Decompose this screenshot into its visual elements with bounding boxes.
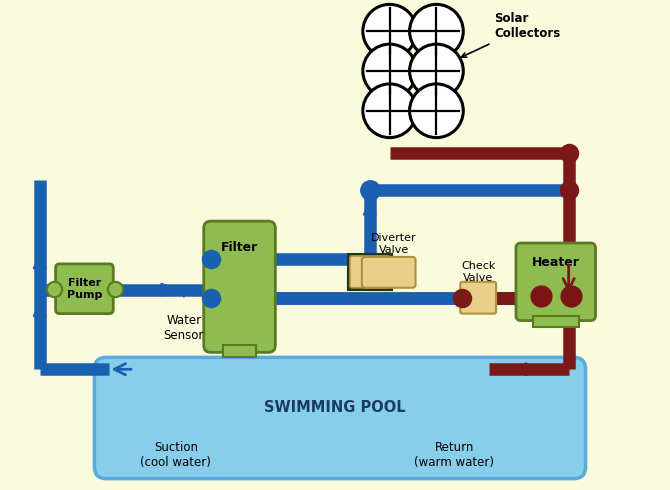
Circle shape xyxy=(409,4,463,58)
Text: SWIMMING POOL: SWIMMING POOL xyxy=(264,399,406,415)
FancyBboxPatch shape xyxy=(460,282,496,314)
Circle shape xyxy=(363,4,417,58)
Circle shape xyxy=(409,84,463,138)
FancyBboxPatch shape xyxy=(362,257,415,288)
Text: Water
Sensor: Water Sensor xyxy=(163,314,204,342)
Text: Check
Valve: Check Valve xyxy=(461,261,495,283)
FancyBboxPatch shape xyxy=(350,256,390,288)
Bar xyxy=(350,257,390,287)
FancyBboxPatch shape xyxy=(56,264,113,314)
Circle shape xyxy=(363,84,417,138)
Text: Suction
(cool water): Suction (cool water) xyxy=(141,441,211,469)
Text: Diverter
Valve: Diverter Valve xyxy=(371,233,417,255)
Circle shape xyxy=(409,44,463,98)
Text: Heater: Heater xyxy=(532,256,580,270)
Bar xyxy=(348,254,392,290)
FancyBboxPatch shape xyxy=(204,221,275,352)
Bar xyxy=(533,316,579,326)
Circle shape xyxy=(363,44,417,98)
Text: Return
(warm water): Return (warm water) xyxy=(414,441,494,469)
FancyBboxPatch shape xyxy=(516,243,596,320)
Text: Filter: Filter xyxy=(221,242,258,254)
Bar xyxy=(222,345,257,357)
Text: Filter
Pump: Filter Pump xyxy=(67,278,102,299)
FancyBboxPatch shape xyxy=(94,357,586,479)
Text: Solar
Collectors: Solar Collectors xyxy=(462,12,560,57)
